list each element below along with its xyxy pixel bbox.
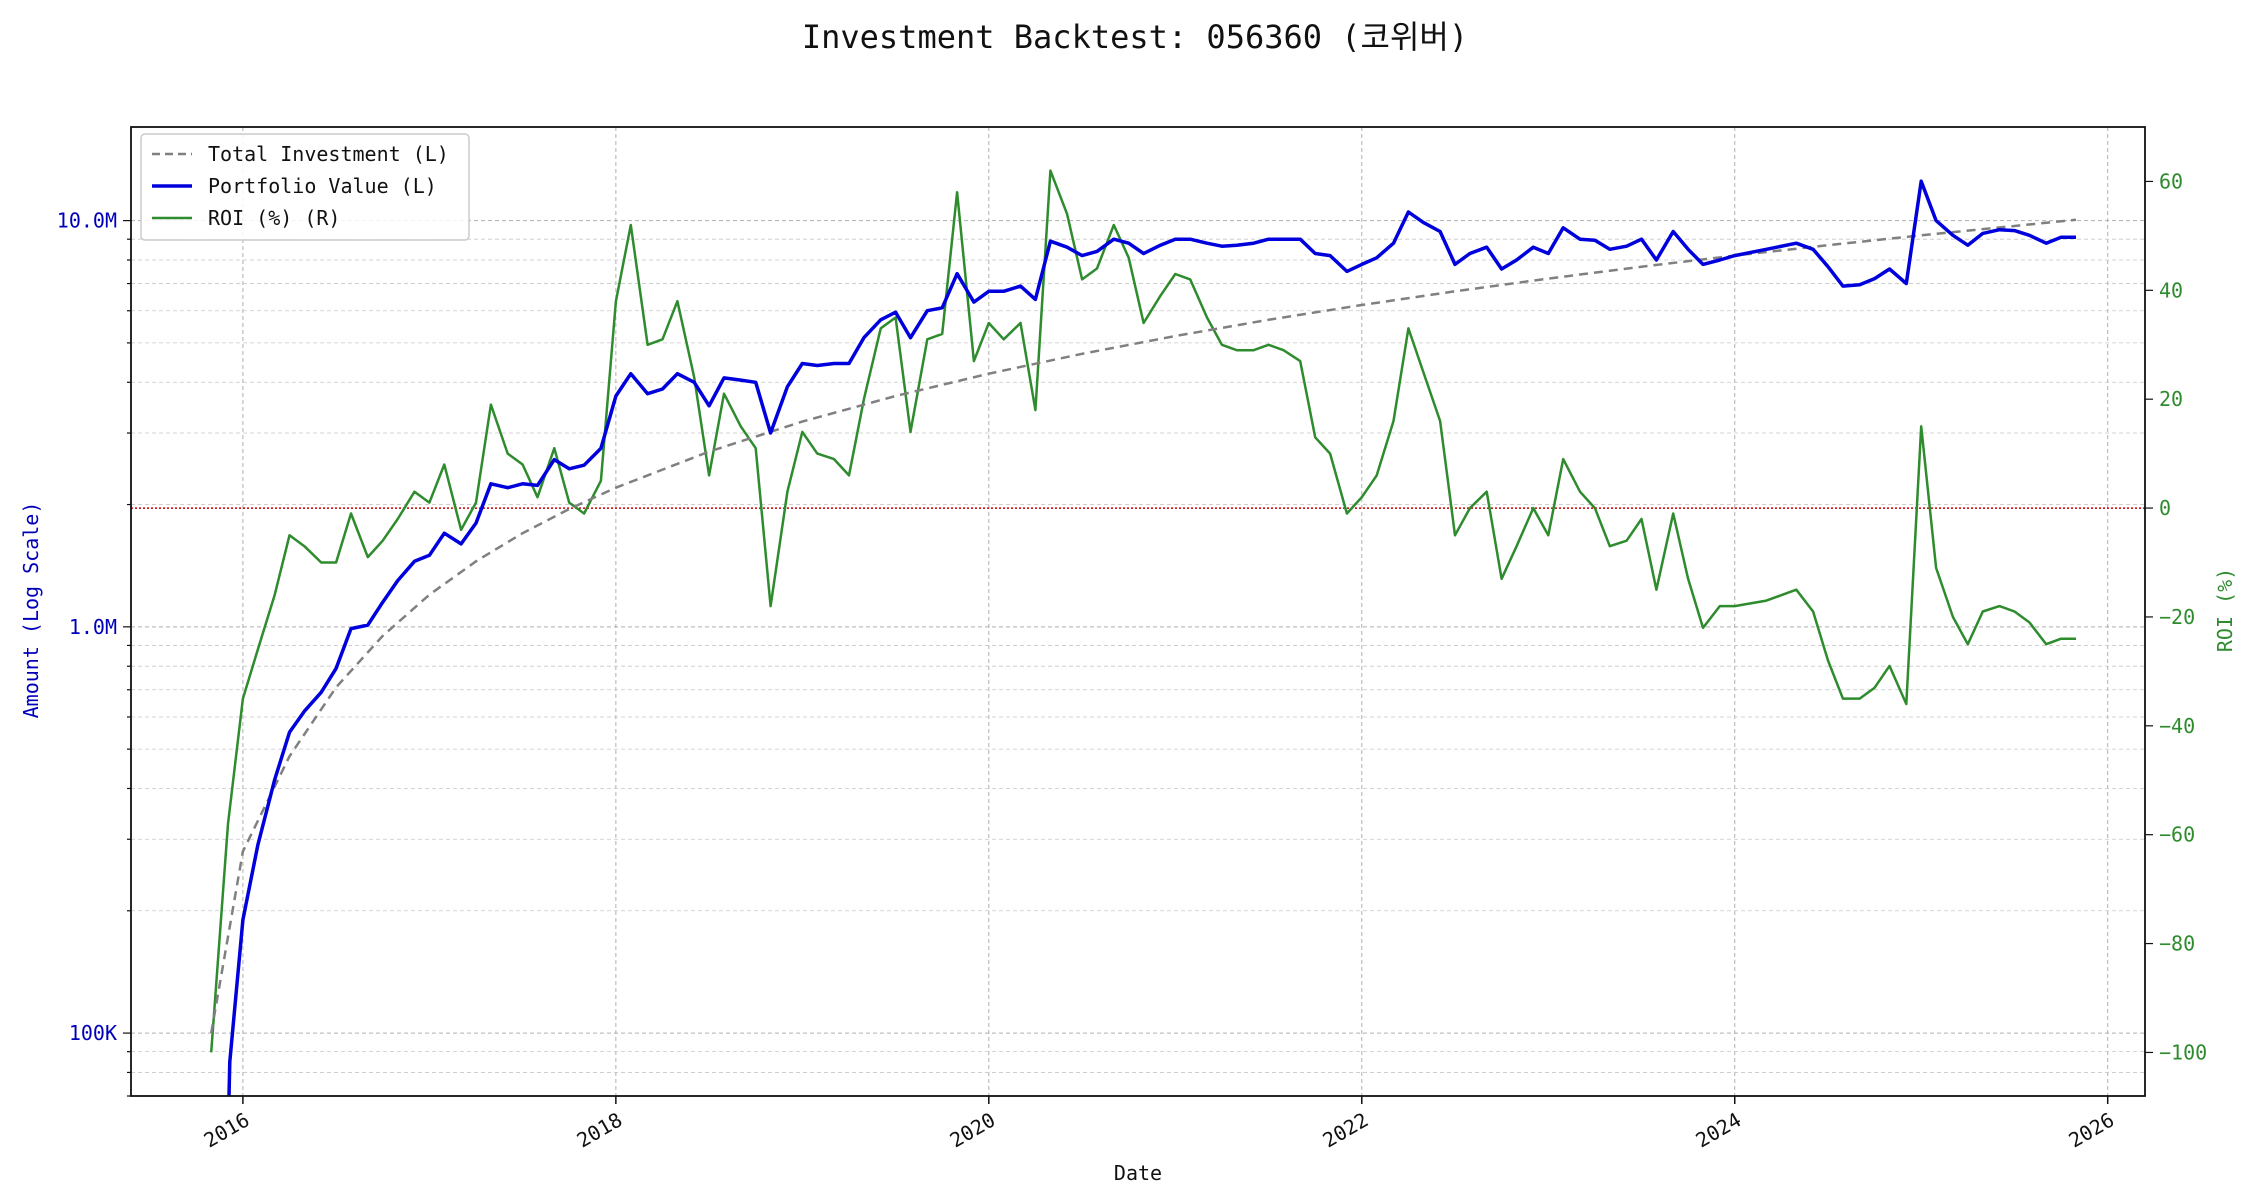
y-left-tick-label: 10.0M bbox=[57, 209, 117, 233]
y-right-tick-label: −100 bbox=[2159, 1040, 2207, 1064]
x-tick-label: 2026 bbox=[2064, 1108, 2118, 1153]
y-right-tick-label: −40 bbox=[2159, 714, 2195, 738]
y-left-tick-label: 1.0M bbox=[69, 615, 117, 639]
legend-box bbox=[140, 133, 470, 241]
y-axis-right-label: ROI (%) bbox=[2213, 568, 2237, 652]
portfolio-value-line bbox=[227, 179, 2076, 1096]
y-axis-left-label: Amount (Log Scale) bbox=[19, 502, 43, 719]
chart-title: Investment Backtest: 056360 (코위버) bbox=[802, 18, 1468, 56]
x-tick-label: 2016 bbox=[200, 1108, 254, 1153]
y-right-tick-label: 40 bbox=[2159, 278, 2183, 302]
grid-layer bbox=[131, 127, 2145, 1097]
x-tick-label: 2022 bbox=[1319, 1108, 1373, 1153]
y-right-tick-label: 60 bbox=[2159, 169, 2183, 193]
x-tick-label: 2018 bbox=[573, 1108, 627, 1153]
legend-label-roi: ROI (%) (R) bbox=[208, 206, 340, 230]
x-tick-label: 2024 bbox=[1692, 1108, 1746, 1153]
legend: Total Investment (L) Portfolio Value (L)… bbox=[140, 133, 470, 241]
plot-frame bbox=[130, 126, 2146, 1097]
x-axis-label: Date bbox=[1114, 1161, 1162, 1185]
tick-layer: 2016 2018 2020 2022 2024 2026 100K 1.0M 10.0M −10… bbox=[57, 169, 2207, 1152]
y-right-tick-label: 0 bbox=[2159, 496, 2171, 520]
axis-layer bbox=[130, 126, 2146, 1097]
roi-line bbox=[209, 169, 2076, 1053]
y-left-tick-label: 100K bbox=[69, 1021, 117, 1045]
y-right-tick-label: −20 bbox=[2159, 605, 2195, 629]
y-right-tick-label: −80 bbox=[2159, 932, 2195, 956]
legend-label-total-investment: Total Investment (L) bbox=[208, 142, 449, 166]
x-tick-label: 2020 bbox=[946, 1108, 1000, 1153]
y-right-tick-label: −60 bbox=[2159, 823, 2195, 847]
y-right-tick-label: 20 bbox=[2159, 387, 2183, 411]
total-investment-line bbox=[209, 218, 2077, 1034]
series-layer bbox=[209, 169, 2077, 1096]
legend-label-portfolio-value: Portfolio Value (L) bbox=[208, 174, 437, 198]
